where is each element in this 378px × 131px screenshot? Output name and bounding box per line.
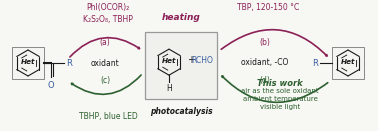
Text: (c): (c) <box>100 77 110 86</box>
FancyBboxPatch shape <box>332 47 364 79</box>
Text: RCHO: RCHO <box>191 56 213 65</box>
Text: (b): (b) <box>260 39 270 48</box>
Text: This work: This work <box>257 79 303 88</box>
Text: oxidant, -CO: oxidant, -CO <box>241 59 289 67</box>
Text: +: + <box>187 55 195 65</box>
Text: (d): (d) <box>260 77 270 86</box>
Text: O: O <box>48 81 54 90</box>
Text: oxidant: oxidant <box>91 59 119 67</box>
Text: (a): (a) <box>100 39 110 48</box>
FancyBboxPatch shape <box>145 32 217 99</box>
Text: PhI(OCOR)₂
K₂S₂O₈, TBHP: PhI(OCOR)₂ K₂S₂O₈, TBHP <box>83 3 133 24</box>
Text: Het: Het <box>162 58 176 64</box>
FancyArrowPatch shape <box>71 75 141 94</box>
Text: photocatalysis: photocatalysis <box>150 107 212 116</box>
Text: R: R <box>312 59 318 67</box>
Text: Het: Het <box>21 59 35 65</box>
Text: R: R <box>66 59 72 67</box>
Text: TBP, 120-150 °C: TBP, 120-150 °C <box>237 3 299 12</box>
Text: TBHP, blue LED: TBHP, blue LED <box>79 112 137 121</box>
FancyArrowPatch shape <box>222 76 328 102</box>
FancyArrowPatch shape <box>70 38 139 57</box>
FancyBboxPatch shape <box>12 47 44 79</box>
Text: Het: Het <box>341 59 355 65</box>
Text: H: H <box>166 84 172 93</box>
Text: heating: heating <box>161 13 200 22</box>
FancyArrowPatch shape <box>221 30 327 56</box>
Text: air as the sole oxidant
ambient temperature
visible light: air as the sole oxidant ambient temperat… <box>241 88 319 110</box>
